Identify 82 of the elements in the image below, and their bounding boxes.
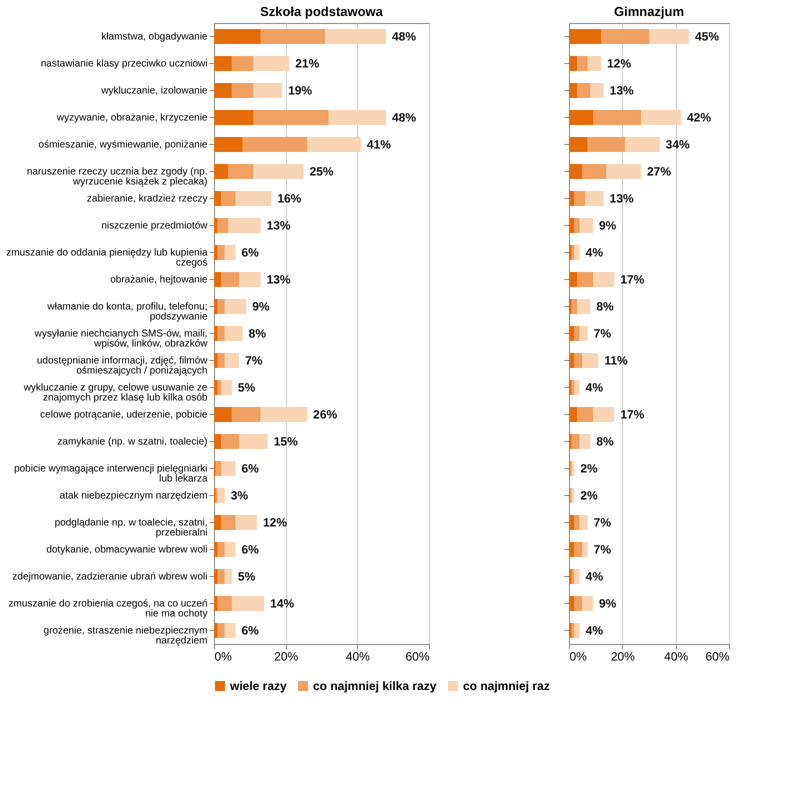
y-tick-label: zdejmowanie, zadzieranie ubrań wbrew woli [12, 572, 208, 582]
total-label: 6% [242, 462, 260, 476]
total-label: 4% [586, 380, 604, 394]
total-label: 5% [238, 380, 256, 394]
total-label: 48% [392, 110, 416, 124]
total-label: 6% [242, 624, 260, 638]
total-label: 7% [245, 354, 263, 368]
y-tick-label: niszczenie przedmiotów [101, 220, 208, 232]
total-label: 15% [274, 434, 298, 448]
total-label: 11% [604, 354, 628, 368]
total-label: 2% [580, 462, 598, 476]
y-tick-label: zamykanie (np. w szatni, toalecie) [57, 436, 208, 448]
total-label: 42% [687, 110, 712, 124]
total-label: 5% [238, 570, 256, 584]
legend-label: wiele razy [229, 679, 288, 693]
legend-label: co najmniej kilka razy [313, 679, 437, 693]
total-label: 34% [666, 138, 690, 152]
x-tick-label: 20% [610, 650, 636, 664]
total-label: 6% [242, 246, 260, 260]
y-tick-label: nastawianie klasy przeciwko uczniowi [40, 58, 208, 70]
y-tick-label: ośmieszanie, wyśmiewanie, poniżanie [38, 140, 208, 150]
y-tick-label: dotykanie, obmacywanie wbrew woli [46, 544, 208, 556]
total-label: 9% [599, 218, 617, 232]
legend-label: co najmniej raz [463, 679, 550, 693]
total-label: 17% [620, 408, 645, 422]
total-label: 17% [620, 272, 645, 286]
chart-title: Szkoła podstawowa [260, 4, 384, 19]
total-label: 7% [594, 326, 612, 340]
total-label: 13% [610, 192, 634, 206]
y-tick-label: wyzywanie, obrażanie, krzyczenie [56, 112, 208, 124]
total-label: 4% [586, 570, 604, 584]
y-tick-label: zmuszanie do zrobienia czegoś, na co uczeń nie ma ochoty [8, 598, 208, 620]
total-label: 26% [313, 408, 338, 422]
y-tick-label: włamanie do konta, profilu, telefonu; podszywanie [46, 302, 208, 322]
y-tick-label: podglądanie np. w toalecie, szatni, przebieralni [54, 518, 208, 538]
y-tick-label: atak niebezpiecznym narzędziem [60, 490, 208, 502]
y-tick-label: wykluczanie z grupy, celowe usuwanie ze znajomych przez klasę lub kilka osób [22, 382, 208, 404]
x-tick-label: 60% [705, 650, 730, 664]
total-label: 12% [263, 516, 288, 530]
y-tick-label: zabieranie, kradzież rzeczy [86, 194, 208, 204]
total-label: 2% [580, 488, 598, 502]
y-tick-label: kłamstwa, obgadywanie [101, 32, 208, 42]
total-label: 8% [596, 300, 614, 314]
total-label: 13% [610, 84, 634, 98]
y-tick-label: zmuszanie do oddania pieniędzy lub kupienia czegoś [6, 248, 208, 268]
total-label: 9% [599, 596, 617, 610]
y-tick-label: grożenie, straszenie niebezpiecznym narzędziem [44, 626, 208, 646]
total-label: 48% [392, 30, 416, 44]
total-label: 45% [695, 30, 720, 44]
total-label: 14% [270, 596, 295, 610]
total-label: 12% [607, 56, 632, 70]
y-tick-label: celowe potrącanie, uderzenie, pobicie [40, 410, 208, 420]
total-label: 13% [266, 272, 291, 286]
total-label: 41% [366, 138, 392, 152]
total-label: 8% [596, 434, 614, 448]
total-label: 3% [230, 488, 248, 502]
x-tick-label: 40% [664, 650, 688, 664]
total-label: 21% [295, 56, 320, 70]
y-tick-label: naruszenie rzeczy ucznia bez zgody (np. wyrzucenie książek z plecaka) [26, 166, 208, 188]
total-label: 7% [594, 542, 612, 556]
x-tick-label: 40% [346, 650, 370, 664]
y-tick-label: udostępnianie informacji, zdjęć, filmów ośmieszajcych / poniżających [36, 356, 208, 376]
total-label: 8% [248, 326, 266, 340]
y-tick-label: wysyłanie niechcianych SMS-ów, maili, wpisów, linków, obrazków [34, 328, 208, 350]
x-tick-label: 20% [274, 650, 298, 664]
y-tick-label: wykluczanie, izolowanie [100, 86, 208, 96]
total-label: 7% [594, 516, 612, 530]
total-label: 16% [277, 192, 302, 206]
total-label: 19% [288, 84, 312, 98]
total-label: 4% [586, 624, 604, 638]
x-tick-label: 60% [405, 650, 430, 664]
x-tick-label: 0% [570, 650, 588, 664]
total-label: 9% [252, 300, 270, 314]
total-label: 27% [647, 164, 672, 178]
y-tick-label: obrażanie, hejtowanie [110, 274, 208, 286]
x-tick-label: 0% [214, 650, 232, 664]
y-tick-label: pobicie wymagające interwencji pielęgniarki lub lekarza [14, 464, 208, 484]
total-label: 6% [242, 542, 260, 556]
total-label: 25% [310, 164, 334, 178]
chart-title: Gimnazjum [614, 4, 684, 19]
total-label: 4% [586, 246, 604, 260]
total-label: 13% [266, 218, 291, 232]
